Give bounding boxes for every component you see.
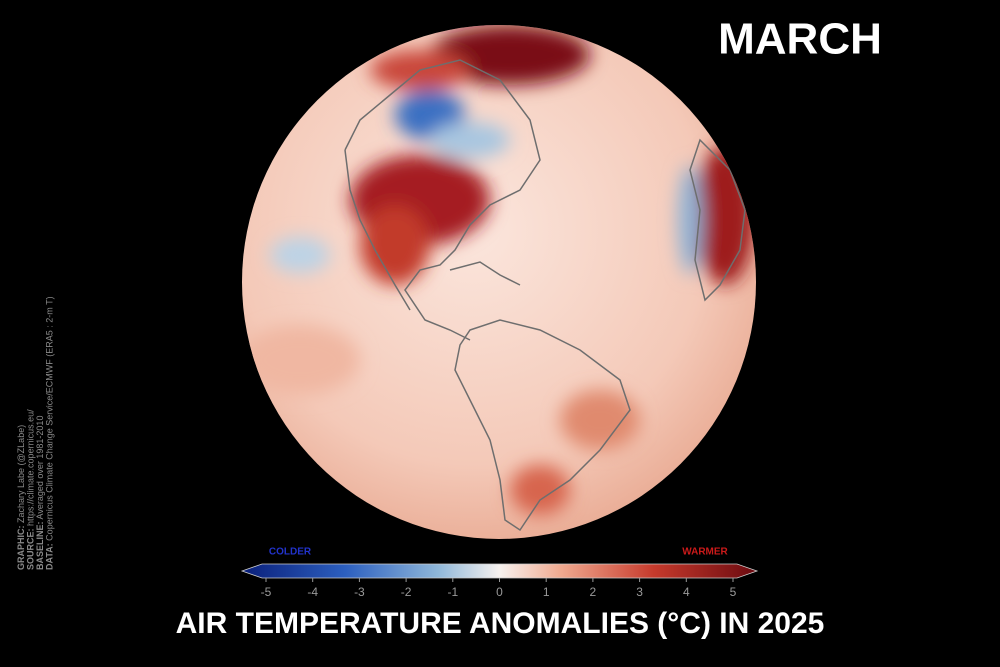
cold-label: COLDER [269, 547, 312, 558]
tick-label: 3 [636, 585, 643, 599]
tick-label: -1 [447, 585, 458, 599]
tick-label: 1 [543, 585, 550, 599]
credit-key: GRAPHIC: [16, 525, 26, 570]
credit-key: SOURCE: [26, 528, 36, 570]
tick-label: -2 [401, 585, 412, 599]
tick-label: 2 [590, 585, 597, 599]
credit-text: https://climate.copernicus.eu/ [26, 409, 36, 526]
credits: GRAPHIC: Zachary Labe (@ZLabe)SOURCE: ht… [16, 296, 55, 570]
tick-label: -4 [307, 585, 318, 599]
credit-key: DATA: [45, 543, 55, 570]
credit-line: SOURCE: https://climate.copernicus.eu/ [26, 409, 36, 570]
globe [242, 25, 756, 539]
colorbar: COLDER WARMER -5 -4 -3 -2 -1 0 1 2 3 4 5 [240, 547, 759, 599]
warm-label: WARMER [682, 547, 728, 558]
coastlines [344, 59, 746, 532]
globe-base [242, 25, 756, 539]
tick-label: 0 [496, 585, 503, 599]
tick-label: -3 [354, 585, 365, 599]
credit-text: Averaged over 1981-2010 [35, 416, 45, 520]
credit-text: Zachary Labe (@ZLabe) [16, 425, 26, 523]
credit-line: BASELINE: Averaged over 1981-2010 [35, 416, 45, 570]
anomaly-field [242, 25, 755, 515]
credit-line: DATA: Copernicus Climate Change Service/… [45, 296, 55, 570]
colorbar-bar [240, 563, 759, 579]
tick-label: 4 [683, 585, 690, 599]
month-label: MARCH [718, 15, 882, 64]
credit-line: GRAPHIC: Zachary Labe (@ZLabe) [16, 425, 26, 570]
tick-label: 5 [730, 585, 737, 599]
tick-label: -5 [261, 585, 272, 599]
credit-text: Copernicus Climate Change Service/ECMWF … [45, 296, 55, 540]
main-title: AIR TEMPERATURE ANOMALIES (°C) IN 2025 [176, 607, 825, 640]
credit-key: BASELINE: [35, 521, 45, 570]
